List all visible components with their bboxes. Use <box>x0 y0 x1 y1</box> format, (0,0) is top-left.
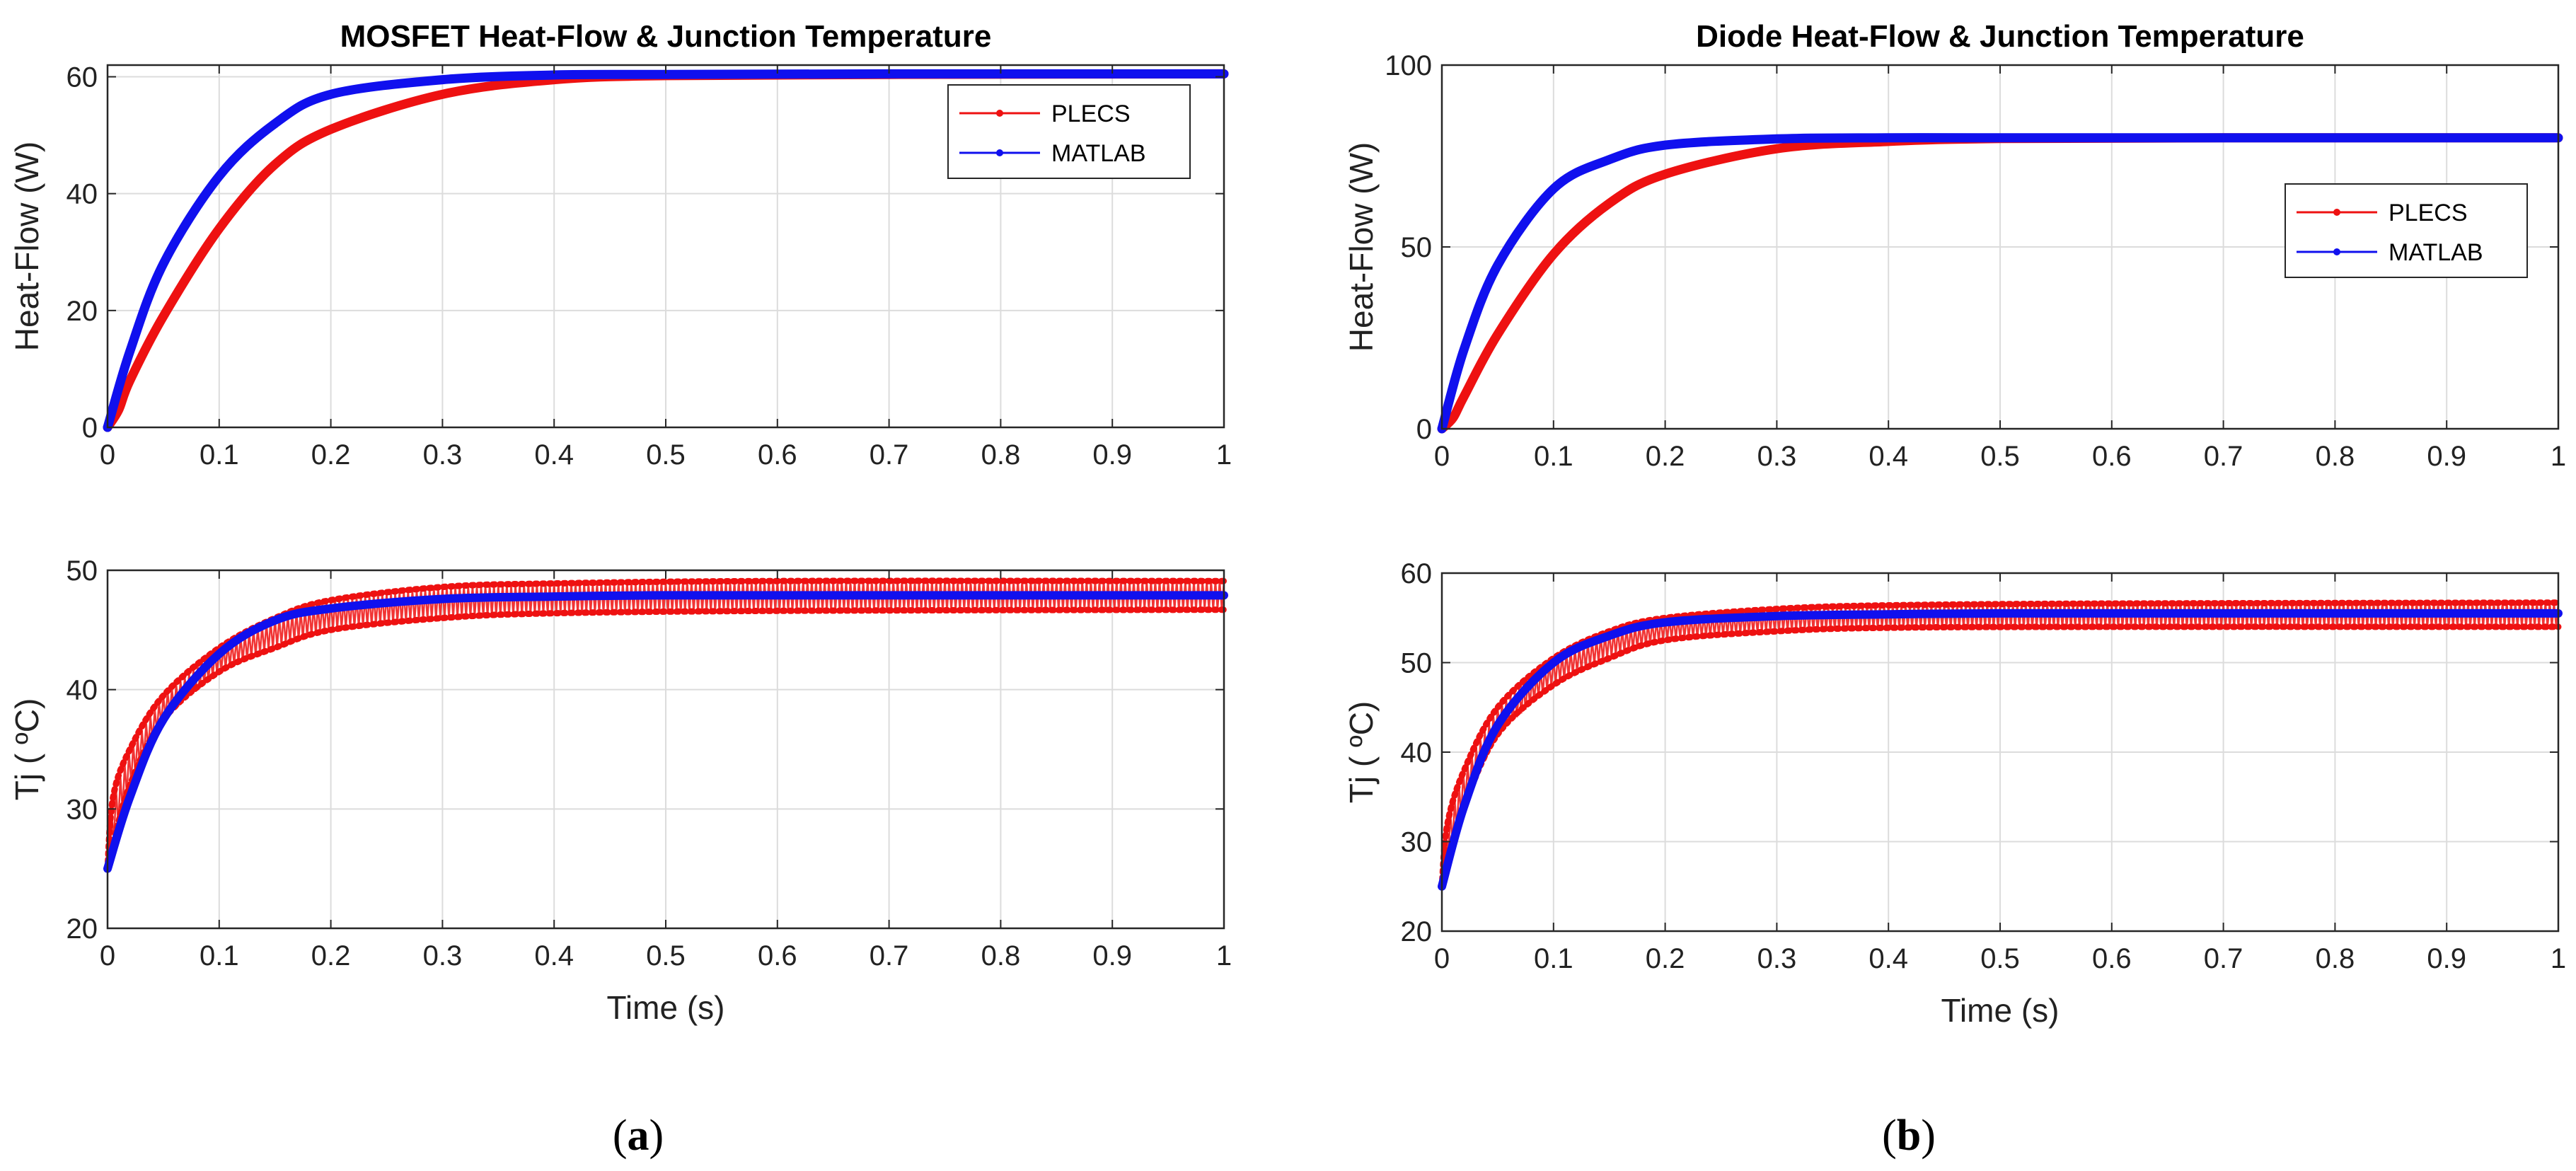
y-tick-label: 40 <box>67 179 98 210</box>
y-tick-label: 0 <box>1416 414 1432 445</box>
y-axis-label: Tj ( ºC) <box>1343 701 1380 804</box>
x-tick-label: 0.5 <box>646 940 686 971</box>
x-tick-label: 0.7 <box>2204 943 2243 974</box>
x-tick-label: 0.1 <box>200 940 239 971</box>
x-tick-label: 0.1 <box>1534 441 1573 472</box>
y-tick-label: 20 <box>67 913 98 945</box>
caption-a: (a) <box>613 1112 664 1160</box>
legend-label-plecs: PLECS <box>2389 200 2468 226</box>
x-tick-label: 0.3 <box>1757 943 1797 974</box>
y-axis-label: Heat-Flow (W) <box>8 142 45 351</box>
x-tick-label: 0.6 <box>2092 441 2132 472</box>
x-tick-label: 0.5 <box>1980 441 2020 472</box>
y-tick-label: 30 <box>67 794 98 825</box>
x-tick-label: 1 <box>1216 940 1232 971</box>
x-axis-label: Time (s) <box>607 989 725 1026</box>
x-tick-label: 0.8 <box>981 439 1021 471</box>
chart-mosfet_tj: 0 0.1 0.2 0.3 0.4 0.5 0.6 0.7 0.8 0.9 1 20 30 40 50 Tj … <box>8 555 1232 1026</box>
legend-box <box>2285 183 2528 278</box>
series-plecs-upper <box>1438 599 2562 890</box>
series-plecs-upper <box>104 577 1228 872</box>
y-tick-label: 60 <box>67 62 98 93</box>
x-tick-label: 0.4 <box>1869 441 1908 472</box>
x-tick-label: 0.7 <box>870 940 909 971</box>
x-tick-label: 0 <box>1434 441 1450 472</box>
x-tick-label: 0.7 <box>2204 441 2243 472</box>
x-tick-label: 0.2 <box>1646 441 1685 472</box>
y-tick-label: 20 <box>67 296 98 327</box>
y-tick-label: 50 <box>67 555 98 587</box>
x-tick-label: 1 <box>2551 441 2566 472</box>
y-tick-label: 50 <box>1401 648 1433 679</box>
x-tick-label: 0.4 <box>1869 943 1908 974</box>
y-tick-label: 50 <box>1401 232 1433 263</box>
chart-mosfet_heat: 0 0.1 0.2 0.3 0.4 0.5 0.6 0.7 0.8 0.9 1 0 20 40 60 Heat… <box>8 19 1232 471</box>
x-tick-label: 0.2 <box>311 439 351 471</box>
x-tick-label: 0.9 <box>1092 940 1132 971</box>
x-tick-label: 0.6 <box>2092 943 2132 974</box>
x-axis-label: Time (s) <box>1941 992 2060 1029</box>
legend-label-plecs: PLECS <box>1051 100 1131 127</box>
y-tick-label: 30 <box>1401 827 1433 858</box>
chart-diode_tj: 0 0.1 0.2 0.3 0.4 0.5 0.6 0.7 0.8 0.9 1 20 30 40 50 60 T… <box>1343 558 2566 1029</box>
x-tick-label: 0.9 <box>2427 441 2466 472</box>
x-tick-label: 0.8 <box>981 940 1021 971</box>
x-tick-label: 0.9 <box>2427 943 2466 974</box>
x-tick-label: 0.4 <box>534 439 574 471</box>
x-tick-label: 1 <box>2551 943 2566 974</box>
x-tick-label: 0.9 <box>1092 439 1132 471</box>
legend-label-matlab: MATLAB <box>2389 239 2483 266</box>
y-tick-label: 40 <box>67 675 98 706</box>
legend: PLECS MATLAB <box>2285 183 2528 278</box>
y-tick-label: 0 <box>82 413 98 444</box>
plots-layer: 0 0.1 0.2 0.3 0.4 0.5 0.6 0.7 0.8 0.9 10204060Heat… <box>8 19 2566 1029</box>
legend-box <box>947 84 1191 179</box>
x-tick-label: 0.6 <box>758 940 797 971</box>
y-axis-label: Heat-Flow (W) <box>1343 142 1380 352</box>
x-tick-label: 0.8 <box>2316 943 2355 974</box>
legend-marker-matlab <box>2333 248 2340 255</box>
x-tick-label: 0 <box>1434 943 1450 974</box>
x-tick-label: 0.7 <box>870 439 909 471</box>
chart-diode_heat: 0 0.1 0.2 0.3 0.4 0.5 0.6 0.7 0.8 0.9 1 0 50 100 Heat-… <box>1343 19 2566 472</box>
series-matlab <box>1438 608 2563 891</box>
x-tick-label: 1 <box>1216 439 1232 471</box>
x-tick-label: 0.5 <box>646 439 686 471</box>
y-tick-label: 60 <box>1401 558 1433 589</box>
x-tick-label: 0 <box>100 439 115 471</box>
x-tick-label: 0.2 <box>1646 943 1685 974</box>
legend-marker-plecs <box>996 110 1003 117</box>
x-tick-label: 0.3 <box>423 439 463 471</box>
legend-label-matlab: MATLAB <box>1051 140 1146 167</box>
series-matlab <box>103 591 1228 873</box>
x-tick-label: 0 <box>100 940 115 971</box>
legend-marker-plecs <box>2333 209 2340 216</box>
series-matlab <box>1437 133 2563 434</box>
y-tick-label: 20 <box>1401 916 1433 947</box>
x-tick-label: 0.3 <box>423 940 463 971</box>
x-tick-label: 0.8 <box>2316 441 2355 472</box>
chart-title: Diode Heat-Flow & Junction Temperature <box>1696 19 2304 54</box>
y-axis-label: Tj ( ºC) <box>8 698 45 801</box>
x-tick-label: 0.3 <box>1757 441 1797 472</box>
legend-marker-matlab <box>996 149 1003 156</box>
y-tick-label: 40 <box>1401 737 1433 768</box>
series-matlab <box>103 69 1229 432</box>
x-tick-label: 0.4 <box>534 940 574 971</box>
x-tick-label: 0.1 <box>200 439 239 471</box>
caption-b: (b) <box>1882 1112 1936 1160</box>
chart-title: MOSFET Heat-Flow & Junction Temperature <box>340 19 992 54</box>
x-tick-label: 0.1 <box>1534 943 1573 974</box>
legend: PLECS MATLAB <box>947 84 1191 179</box>
x-tick-label: 0.5 <box>1980 943 2020 974</box>
x-tick-label: 0.6 <box>758 439 797 471</box>
y-tick-label: 100 <box>1385 50 1432 81</box>
x-tick-label: 0.2 <box>311 940 351 971</box>
